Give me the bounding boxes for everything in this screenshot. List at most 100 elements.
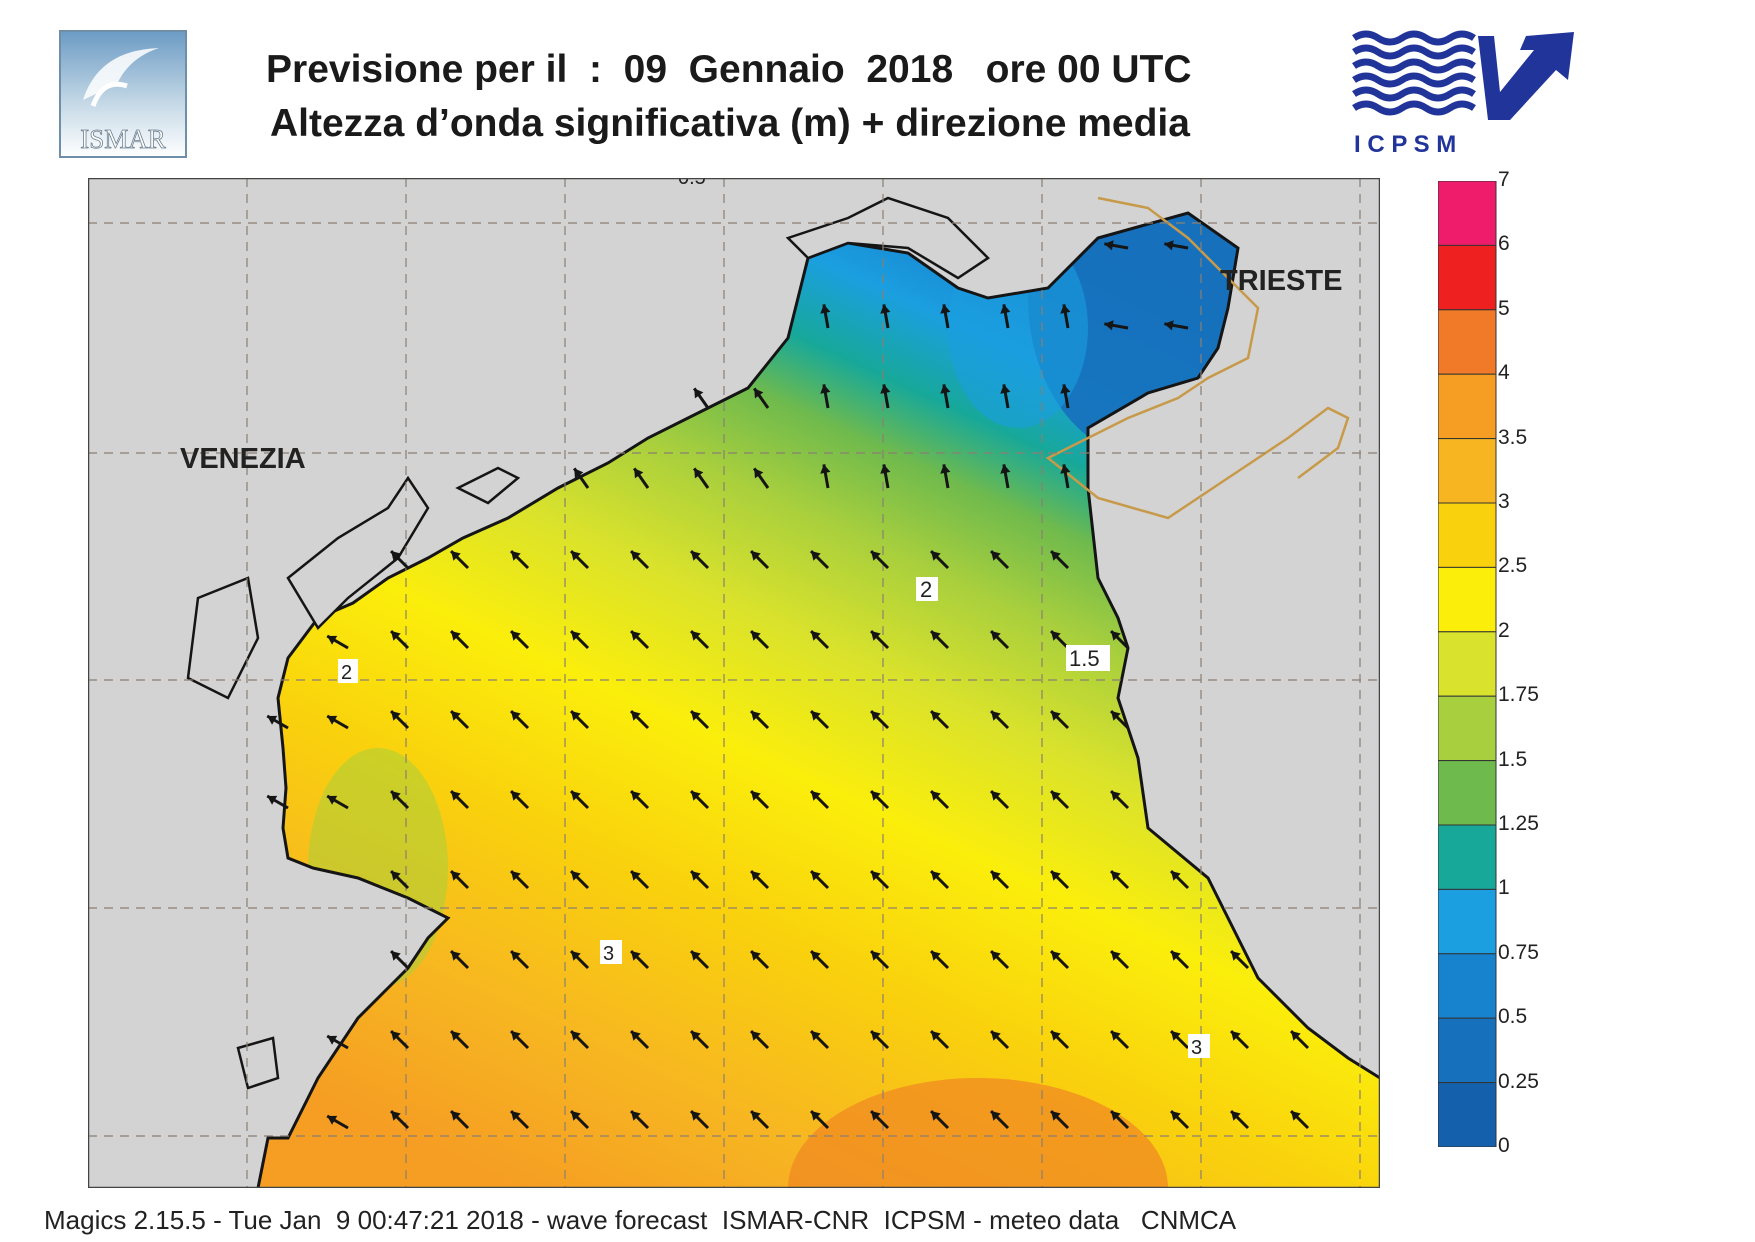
legend-swatch: [1438, 695, 1497, 762]
direction-arrow-head: [1164, 240, 1174, 251]
direction-arrow-head: [631, 1111, 641, 1121]
direction-arrow-head: [1291, 1111, 1301, 1121]
direction-arrow-head: [571, 791, 581, 801]
direction-arrow-head: [511, 871, 521, 881]
wave-direction-arrows: [266, 240, 1310, 1130]
title-line-1: Previsione per il : 09 Gennaio 2018 ore …: [266, 48, 1192, 91]
direction-arrow-head: [1111, 1111, 1121, 1121]
direction-arrow-head: [571, 1111, 581, 1121]
legend-tick-label: 4: [1498, 361, 1510, 385]
direction-arrow-head: [451, 791, 461, 801]
direction-arrow-head: [1051, 791, 1061, 801]
direction-arrow-head: [511, 631, 521, 641]
direction-arrow-head: [451, 871, 461, 881]
legend-tick-label: 7: [1498, 168, 1510, 191]
direction-arrow-head: [871, 711, 881, 721]
direction-arrow-head: [991, 631, 1001, 641]
direction-arrow-head: [571, 551, 581, 561]
legend-tick-label: 1: [1498, 876, 1510, 900]
direction-arrow-head: [880, 464, 891, 474]
direction-arrow-head: [327, 1115, 338, 1125]
direction-arrow-head: [1164, 320, 1174, 331]
graticule: [88, 178, 1380, 1188]
direction-arrow-head: [391, 951, 401, 961]
direction-arrow-head: [511, 711, 521, 721]
direction-arrow-head: [1171, 1031, 1181, 1041]
direction-arrow-head: [391, 791, 401, 801]
direction-arrow-head: [811, 1031, 821, 1041]
direction-arrow-head: [511, 1031, 521, 1041]
direction-arrow-head: [940, 384, 951, 394]
direction-arrow-head: [940, 464, 951, 474]
direction-arrow-head: [871, 1031, 881, 1041]
direction-arrow-head: [811, 711, 821, 721]
direction-arrow-head: [871, 951, 881, 961]
legend-swatch: [1438, 1017, 1497, 1084]
direction-arrow-head: [691, 551, 701, 561]
legend-swatch: [1438, 373, 1497, 440]
direction-arrow-head: [1171, 1111, 1181, 1121]
direction-arrow-head: [940, 304, 951, 314]
direction-arrow-head: [931, 711, 941, 721]
direction-arrow-head: [754, 388, 764, 399]
legend-tick-label: 0.25: [1498, 1069, 1539, 1093]
direction-arrow-head: [991, 711, 1001, 721]
direction-arrow-head: [751, 1111, 761, 1121]
direction-arrow-head: [751, 871, 761, 881]
direction-arrow-head: [931, 631, 941, 641]
direction-arrow-head: [1111, 1031, 1121, 1041]
direction-arrow-head: [511, 551, 521, 561]
direction-arrow-head: [511, 1111, 521, 1121]
direction-arrow-head: [574, 468, 584, 479]
direction-arrow-head: [991, 551, 1001, 561]
direction-arrow-head: [1111, 711, 1121, 721]
direction-arrow-head: [1231, 1111, 1241, 1121]
legend-tick-label: 0.75: [1498, 940, 1539, 964]
direction-arrow-head: [1051, 871, 1061, 881]
direction-arrow-head: [1000, 384, 1011, 394]
svg-text:1.5: 1.5: [1069, 646, 1100, 671]
direction-arrow-head: [751, 1031, 761, 1041]
direction-arrow-head: [327, 635, 338, 645]
direction-arrow-head: [1060, 304, 1071, 314]
direction-arrow-head: [327, 715, 338, 725]
direction-arrow-head: [691, 631, 701, 641]
direction-arrow-head: [811, 631, 821, 641]
direction-arrow-head: [267, 795, 278, 805]
direction-arrow-head: [391, 551, 401, 561]
direction-arrow-head: [751, 711, 761, 721]
direction-arrow-head: [811, 1111, 821, 1121]
contour-label-1-5: 1.5: [1066, 645, 1110, 671]
direction-arrow-head: [511, 951, 521, 961]
direction-arrow-head: [1000, 304, 1011, 314]
direction-arrow-head: [691, 871, 701, 881]
direction-arrow-head: [391, 1111, 401, 1121]
direction-arrow-head: [391, 1031, 401, 1041]
direction-arrow-head: [931, 1031, 941, 1041]
legend-tick-label: 1.5: [1498, 747, 1528, 771]
direction-arrow-head: [1060, 464, 1071, 474]
direction-arrow-head: [511, 791, 521, 801]
direction-arrow-head: [811, 791, 821, 801]
legend-swatch: [1438, 888, 1497, 955]
direction-arrow-head: [991, 1111, 1001, 1121]
direction-arrow-head: [691, 1111, 701, 1121]
direction-arrow-head: [751, 551, 761, 561]
direction-arrow-head: [931, 791, 941, 801]
direction-arrow-head: [631, 711, 641, 721]
legend-tick-label: 3.5: [1498, 425, 1528, 449]
direction-arrow-head: [691, 711, 701, 721]
direction-arrow-head: [267, 715, 278, 725]
legend-tick-label: 1.75: [1498, 683, 1539, 707]
direction-arrow-head: [451, 551, 461, 561]
direction-arrow-head: [1000, 464, 1011, 474]
direction-arrow-head: [931, 551, 941, 561]
direction-arrow-head: [691, 1031, 701, 1041]
footer-credits: Magics 2.15.5 - Tue Jan 9 00:47:21 2018 …: [44, 1205, 1237, 1235]
legend-swatch: [1438, 953, 1497, 1019]
direction-arrow-head: [694, 468, 704, 479]
direction-arrow-head: [327, 795, 338, 805]
svg-text:2: 2: [341, 662, 352, 684]
city-label-trieste: TRIESTE: [1220, 265, 1342, 297]
svg-text:3: 3: [1191, 1037, 1202, 1059]
